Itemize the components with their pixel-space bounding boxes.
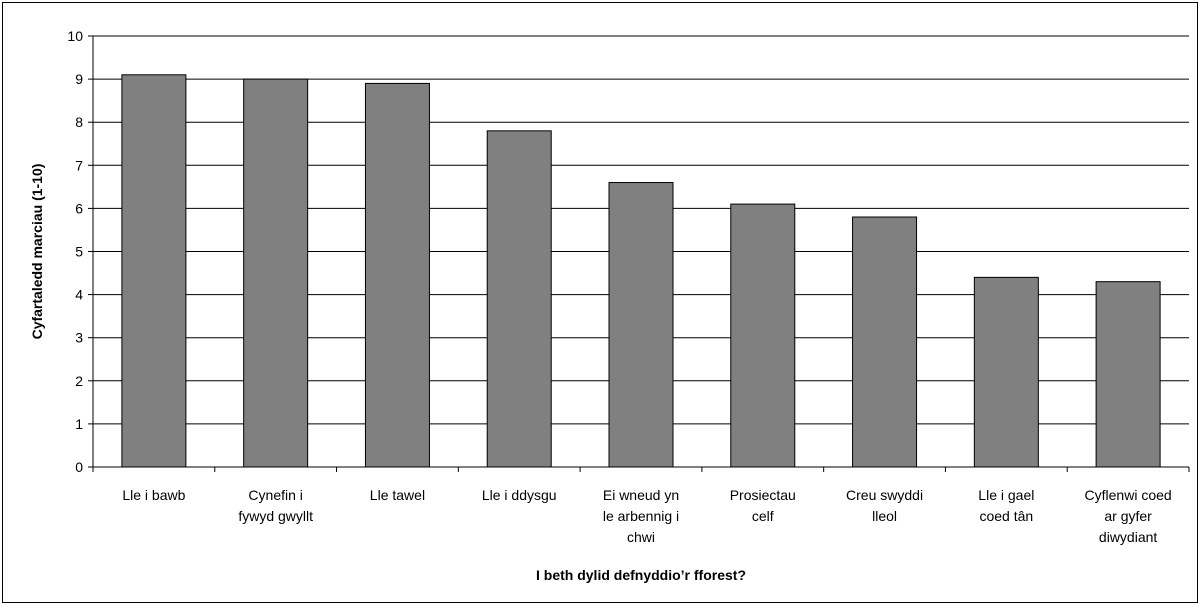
- y-tick-label: 4: [75, 287, 83, 303]
- x-tick-labels: Lle i bawb Cynefin i fywyd gwyllt Lle tawel…: [122, 487, 1171, 545]
- bar: [121, 74, 187, 468]
- y-tick-label: 1: [75, 416, 83, 432]
- bar: [364, 82, 430, 468]
- y-tick-label: 3: [75, 330, 83, 346]
- bar: [1095, 281, 1161, 468]
- bar: [243, 78, 309, 468]
- y-tick-labels: 0 1 2 3 4 5 6 7 8 9 10: [67, 28, 83, 475]
- y-tick-label: 7: [75, 157, 83, 173]
- bar: [852, 216, 918, 468]
- y-tick-label: 9: [75, 71, 83, 87]
- y-tick-label: 5: [75, 244, 83, 260]
- bar: [486, 130, 552, 468]
- x-tick-label: Prosiectau celf: [730, 487, 796, 524]
- x-tick-label: Cyflenwi coed ar gyfer diwydiant: [1085, 487, 1172, 545]
- y-axis-title: Cyfartaledd marciau (1-10): [29, 164, 45, 340]
- x-tick-label: Creu swyddi lleol: [846, 487, 923, 524]
- x-tick-label: Ei wneud yn le arbennig i chwi: [603, 487, 679, 545]
- bar: [973, 276, 1039, 468]
- x-tick-label: Lle i ddysgu: [482, 487, 557, 503]
- x-axis-title: I beth dylid defnyddio’r fforest?: [536, 567, 746, 583]
- bars: [121, 74, 1161, 468]
- y-tick-label: 10: [67, 28, 83, 44]
- y-tick-label: 8: [75, 114, 83, 130]
- x-tick-label: Lle tawel: [370, 487, 425, 503]
- x-tick-label: Lle i bawb: [122, 487, 185, 503]
- axes: [88, 35, 1190, 472]
- x-tick-label: Cynefin i fywyd gwyllt: [238, 487, 313, 524]
- y-tick-label: 6: [75, 200, 83, 216]
- y-tick-label: 2: [75, 373, 83, 389]
- bar: [730, 203, 796, 468]
- y-tick-label: 0: [75, 459, 83, 475]
- x-tick-label: Lle i gael coed tân: [978, 487, 1034, 524]
- bar: [608, 182, 674, 468]
